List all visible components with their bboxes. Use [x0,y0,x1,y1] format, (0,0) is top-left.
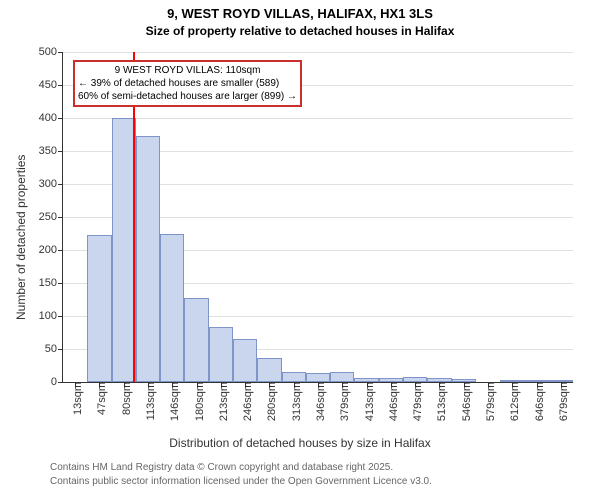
y-tick-label: 350 [39,145,63,157]
footer-line2: Contains public sector information licen… [50,476,432,487]
histogram-bar [136,136,160,382]
x-tick-label: 579sqm [479,382,497,421]
x-tick-label: 146sqm [163,382,181,421]
histogram-bar [330,372,354,382]
x-tick-label: 379sqm [333,382,351,421]
grid-line [63,118,573,119]
histogram-bar [160,234,184,383]
histogram-bar [87,235,111,382]
x-tick-label: 413sqm [358,382,376,421]
x-tick-label: 479sqm [406,382,424,421]
y-tick-label: 500 [39,46,63,58]
x-tick-label: 513sqm [430,382,448,421]
y-tick-label: 150 [39,277,63,289]
chart-title-line1: 9, WEST ROYD VILLAS, HALIFAX, HX1 3LS [0,6,600,21]
histogram-bar [209,327,233,382]
y-axis-label: Number of detached properties [14,155,28,320]
y-tick-label: 300 [39,178,63,190]
x-tick-label: 113sqm [139,382,157,420]
histogram-bar [233,339,257,382]
x-tick-label: 446sqm [382,382,400,421]
y-tick-label: 450 [39,79,63,91]
histogram-bar [306,373,330,382]
y-tick-label: 0 [51,376,63,388]
x-tick-label: 646sqm [528,382,546,421]
x-tick-label: 213sqm [212,382,230,421]
x-tick-label: 13sqm [66,382,84,415]
histogram-bar [282,372,306,382]
annotation-line: 9 WEST ROYD VILLAS: 110sqm [78,64,297,77]
x-tick-label: 47sqm [90,382,108,415]
y-tick-label: 50 [45,343,63,355]
annotation-line: ← 39% of detached houses are smaller (58… [78,77,297,90]
x-tick-label: 180sqm [188,382,206,421]
annotation-box: 9 WEST ROYD VILLAS: 110sqm← 39% of detac… [73,60,302,107]
x-tick-label: 679sqm [552,382,570,421]
chart-title-line2: Size of property relative to detached ho… [0,24,600,38]
x-tick-label: 80sqm [115,382,133,415]
x-tick-label: 546sqm [455,382,473,421]
y-tick-label: 400 [39,112,63,124]
y-tick-label: 100 [39,310,63,322]
chart-container: 9, WEST ROYD VILLAS, HALIFAX, HX1 3LS Si… [0,0,600,500]
x-tick-label: 280sqm [260,382,278,421]
histogram-bar [184,298,208,382]
x-tick-label: 612sqm [503,382,521,421]
x-axis-label: Distribution of detached houses by size … [0,436,600,450]
y-tick-label: 200 [39,244,63,256]
x-tick-label: 313sqm [285,382,303,421]
histogram-bar [112,118,136,382]
footer-line1: Contains HM Land Registry data © Crown c… [50,462,393,473]
x-tick-label: 346sqm [309,382,327,421]
histogram-bar [257,358,281,382]
grid-line [63,52,573,53]
y-tick-label: 250 [39,211,63,223]
annotation-line: 60% of semi-detached houses are larger (… [78,90,297,103]
plot-area: 05010015020025030035040045050013sqm47sqm… [62,52,573,383]
x-tick-label: 246sqm [236,382,254,421]
